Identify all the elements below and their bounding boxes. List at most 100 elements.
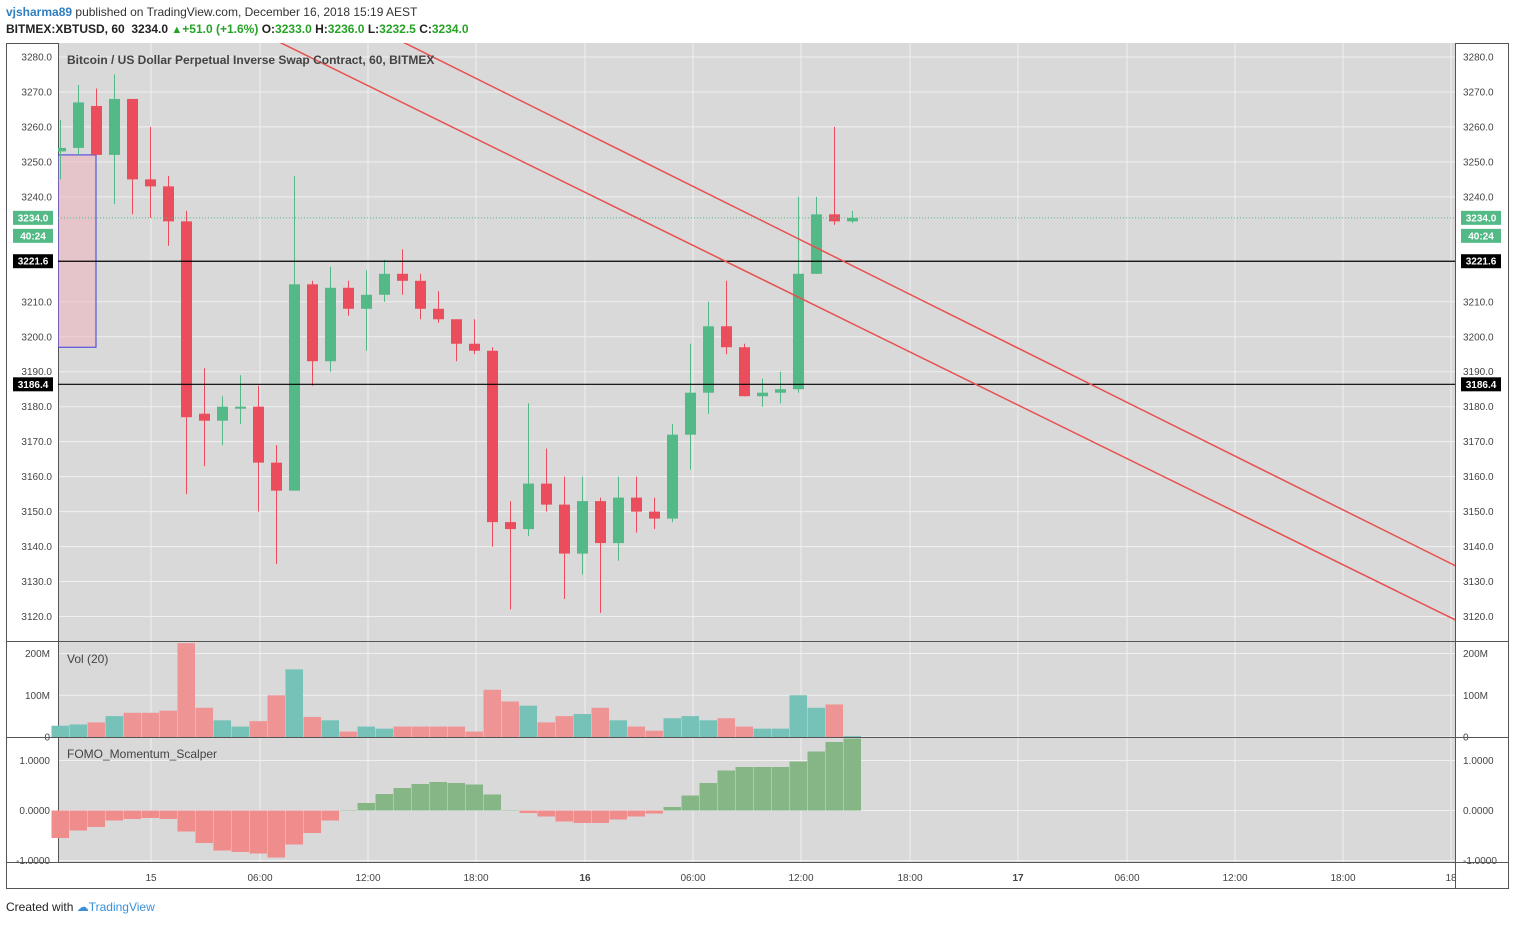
volume-bar [753, 728, 771, 737]
oscillator-bar [339, 810, 357, 811]
y-tick-label-left: 3190.0 [21, 367, 52, 378]
volume-bar [825, 704, 843, 737]
candle-body [109, 98, 120, 155]
volume-tick-left: 200M [25, 649, 50, 660]
y-tick-label-left: 3210.0 [21, 297, 52, 308]
volume-bar [573, 714, 591, 737]
candle-body [757, 392, 768, 397]
candle-body [289, 284, 300, 491]
y-tick-label-right: 3170.0 [1463, 437, 1494, 448]
tradingview-logo-icon[interactable]: ☁ [76, 900, 89, 914]
level-badge-right-text: 3186.4 [1466, 380, 1497, 391]
oscillator-bar [609, 810, 627, 820]
candle-body [271, 462, 282, 491]
volume-bar [771, 728, 789, 737]
y-tick-label-right: 3210.0 [1463, 297, 1494, 308]
y-tick-label-right: 3190.0 [1463, 367, 1494, 378]
oscillator-bar [519, 810, 537, 813]
osc-tick-right: -1.0000 [1463, 856, 1497, 867]
osc-tick-left: -1.0000 [16, 856, 50, 867]
oscillator-bar [663, 807, 681, 811]
candle-body [145, 179, 156, 187]
volume-bar [87, 722, 105, 737]
volume-bar [789, 695, 807, 737]
y-tick-label-left: 3160.0 [21, 472, 52, 483]
x-tick-label: 06:00 [247, 873, 272, 884]
oscillator-bar [69, 810, 87, 831]
y-tick-label-left: 3280.0 [21, 52, 52, 63]
volume-bar [267, 695, 285, 737]
y-tick-label-right: 3260.0 [1463, 122, 1494, 133]
tradingview-brand[interactable]: TradingView [88, 900, 155, 914]
last-price-badge-left-text: 3234.0 [18, 213, 49, 224]
level-badge-left-text: 3221.6 [18, 257, 49, 268]
volume-tick-right: 100M [1463, 691, 1488, 702]
candle-body [127, 98, 138, 180]
countdown-badge-right-text: 40:24 [1468, 231, 1494, 242]
volume-bar [483, 689, 501, 737]
date-range-box [58, 154, 97, 348]
oscillator-bar [753, 767, 771, 811]
volume-bar [555, 716, 573, 737]
y-tick-label-left: 3130.0 [21, 577, 52, 588]
y-tick-label-left: 3170.0 [21, 437, 52, 448]
oscillator-pane-title: FOMO_Momentum_Scalper [67, 747, 217, 761]
candle-body [577, 501, 588, 554]
oscillator-bar [645, 810, 663, 814]
oscillator-bar [411, 784, 429, 811]
y-tick-label-left: 3140.0 [21, 542, 52, 553]
oscillator-bar [429, 782, 447, 811]
y-tick-label-left: 3150.0 [21, 507, 52, 518]
volume-bar [357, 726, 375, 737]
y-tick-label-right: 3270.0 [1463, 87, 1494, 98]
x-tick-label: 18:00 [1330, 873, 1355, 884]
y-tick-label-left: 3270.0 [21, 87, 52, 98]
y-tick-label-right: 3150.0 [1463, 507, 1494, 518]
oscillator-bar [51, 810, 69, 838]
price-pane-bg [58, 43, 1455, 641]
x-tick-label: 06:00 [1114, 873, 1139, 884]
close-label: C: [419, 22, 432, 36]
volume-bar [105, 716, 123, 737]
created-with-text: Created with [6, 900, 74, 914]
candle-body [379, 273, 390, 295]
oscillator-bar [177, 810, 195, 832]
volume-bar [195, 707, 213, 737]
level-badge-left [13, 254, 53, 269]
author-name[interactable]: vjsharma89 [6, 5, 73, 19]
candle-body [523, 483, 534, 530]
volume-bar [393, 726, 411, 737]
high-label: H: [315, 22, 328, 36]
candle-body [91, 105, 102, 155]
candle-body [667, 434, 678, 519]
high-value: 3236.0 [327, 22, 365, 36]
open-label: O: [261, 22, 276, 36]
oscillator-bar [843, 738, 861, 811]
volume-bar [627, 726, 645, 737]
osc-tick-left: 1.0000 [19, 756, 50, 767]
oscillator-bar [159, 810, 177, 819]
candle-body [451, 319, 462, 344]
volume-bar [231, 726, 249, 737]
oscillator-bar [771, 767, 789, 811]
volume-bar [681, 716, 699, 737]
candle-body [217, 406, 228, 421]
volume-bar [429, 726, 447, 737]
oscillator-bar [573, 810, 591, 823]
y-tick-label-right: 3180.0 [1463, 402, 1494, 413]
oscillator-bar [105, 810, 123, 821]
last-price-badge-right [1461, 210, 1501, 225]
oscillator-bar [465, 784, 483, 811]
candle-body [325, 287, 336, 362]
volume-bar [123, 712, 141, 737]
candle-body [253, 406, 264, 463]
volume-bar [609, 720, 627, 737]
oscillator-bar [591, 810, 609, 823]
y-tick-label-right: 3250.0 [1463, 157, 1494, 168]
volume-bar [177, 643, 195, 737]
candle-body [649, 511, 660, 519]
level-badge-left-text: 3186.4 [18, 380, 49, 391]
symbol-info: BITMEX:XBTUSD, 60 3234.0 ▲+51.0 (+1.6%) … [6, 22, 469, 36]
candle-body [487, 350, 498, 523]
